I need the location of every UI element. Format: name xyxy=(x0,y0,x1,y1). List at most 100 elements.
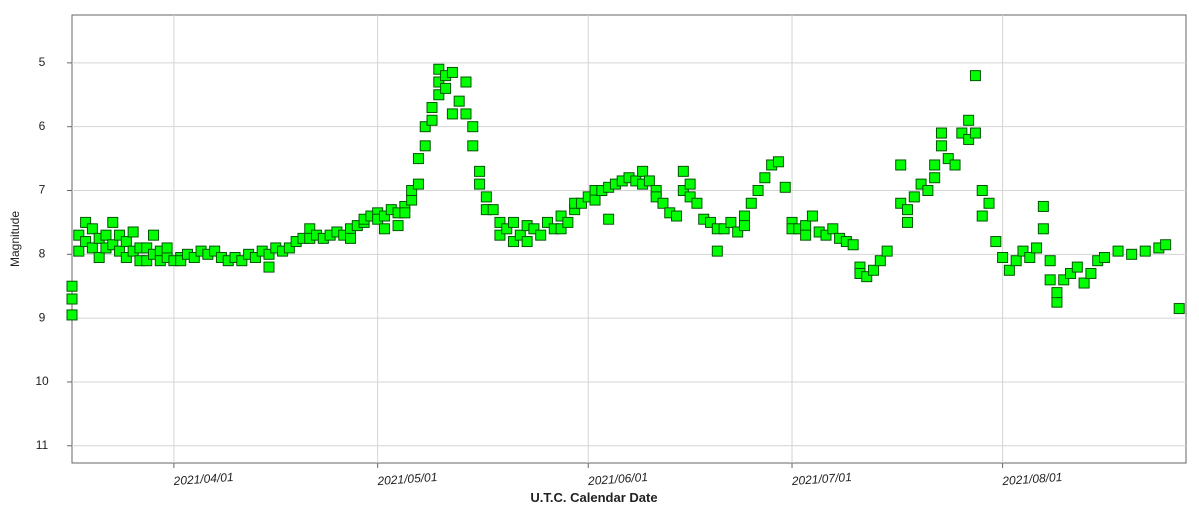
y-tick-label: 10 xyxy=(35,374,49,388)
data-point xyxy=(806,210,818,222)
data-point xyxy=(881,245,893,257)
data-point xyxy=(827,223,839,235)
data-point xyxy=(589,194,601,206)
data-point xyxy=(514,229,526,241)
data-point xyxy=(378,223,390,235)
data-point xyxy=(86,223,98,235)
data-point xyxy=(73,245,85,257)
data-point xyxy=(752,184,764,196)
data-point xyxy=(1044,255,1056,267)
data-point xyxy=(684,191,696,203)
data-point xyxy=(738,220,750,232)
data-point xyxy=(440,82,452,94)
data-point xyxy=(406,184,418,196)
data-point xyxy=(107,239,119,251)
data-point xyxy=(929,172,941,184)
data-point xyxy=(637,165,649,177)
data-point xyxy=(1065,267,1077,279)
data-point xyxy=(929,159,941,171)
data-point xyxy=(521,236,533,248)
data-point xyxy=(412,178,424,190)
data-point xyxy=(433,76,445,88)
data-point xyxy=(474,165,486,177)
data-point xyxy=(467,121,479,133)
data-point xyxy=(141,242,153,254)
data-point xyxy=(976,184,988,196)
data-point xyxy=(66,280,78,292)
data-point xyxy=(800,229,812,241)
data-point xyxy=(1058,274,1070,286)
data-point xyxy=(738,210,750,222)
data-point xyxy=(127,226,139,238)
data-point xyxy=(956,127,968,139)
data-point xyxy=(1085,267,1097,279)
data-point xyxy=(114,229,126,241)
data-point xyxy=(345,232,356,244)
y-tick-label: 9 xyxy=(39,310,46,324)
data-point xyxy=(107,216,119,228)
x-tick-label: 2021/08/01 xyxy=(1001,470,1063,488)
data-point xyxy=(1017,245,1029,257)
data-point xyxy=(1037,200,1049,212)
data-point xyxy=(942,153,954,165)
data-point xyxy=(141,255,153,267)
data-point xyxy=(86,242,98,254)
data-point xyxy=(209,245,221,257)
data-point xyxy=(480,191,492,203)
data-point xyxy=(895,197,907,209)
data-point xyxy=(671,210,683,222)
data-point xyxy=(535,229,547,241)
data-point xyxy=(677,184,689,196)
y-tick-label: 7 xyxy=(39,183,46,197)
data-point xyxy=(283,242,295,254)
data-point xyxy=(650,191,662,203)
data-point xyxy=(1031,242,1043,254)
data-point xyxy=(1126,248,1138,260)
data-point xyxy=(657,197,669,209)
x-tick-label: 2021/06/01 xyxy=(587,470,649,488)
data-point xyxy=(419,121,431,133)
data-point xyxy=(895,159,907,171)
data-point xyxy=(861,271,873,283)
data-point xyxy=(120,236,132,248)
data-point xyxy=(990,236,1002,248)
data-point xyxy=(908,191,920,203)
data-point xyxy=(541,216,553,228)
data-point xyxy=(148,229,160,241)
data-point xyxy=(80,216,92,228)
data-point xyxy=(922,184,934,196)
data-point xyxy=(935,127,947,139)
data-point xyxy=(161,242,173,254)
data-point xyxy=(406,194,418,206)
data-point xyxy=(73,229,85,241)
x-tick-label: 2021/04/01 xyxy=(172,470,234,488)
x-tick-label: 2021/05/01 xyxy=(376,470,438,488)
data-point xyxy=(263,248,275,260)
data-point xyxy=(433,89,445,101)
data-point xyxy=(562,216,574,228)
data-point xyxy=(779,181,791,193)
data-point xyxy=(705,216,717,228)
data-point xyxy=(100,229,112,241)
data-point xyxy=(874,255,886,267)
data-point xyxy=(983,197,995,209)
data-point xyxy=(963,114,975,126)
data-point xyxy=(426,114,438,126)
data-point xyxy=(1078,277,1090,289)
data-point xyxy=(80,236,92,248)
data-point xyxy=(732,226,744,238)
data-point xyxy=(494,229,506,241)
data-point xyxy=(114,245,126,257)
data-point xyxy=(800,220,812,232)
data-point xyxy=(772,156,784,168)
data-point xyxy=(745,197,757,209)
data-point xyxy=(501,223,513,235)
data-point xyxy=(392,220,404,232)
data-point xyxy=(236,255,248,267)
data-point xyxy=(969,70,981,82)
data-point xyxy=(725,216,737,228)
data-point xyxy=(997,252,1009,264)
data-point xyxy=(433,63,445,75)
data-point xyxy=(1037,223,1049,235)
data-point xyxy=(1139,245,1151,257)
